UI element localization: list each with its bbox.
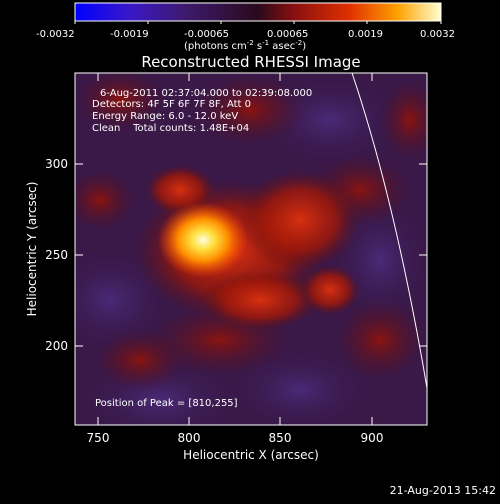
- y-tick-label: 250: [45, 248, 68, 262]
- info-clean: Clean Total counts: 1.48E+04: [92, 123, 249, 134]
- colorbar: -0.0032 -0.0019 -0.00065 0.00065 0.0019 …: [36, 2, 455, 52]
- solar-limb-arc: [351, 73, 427, 389]
- plot-title: Reconstructed RHESSI Image: [141, 53, 360, 71]
- y-axis-label: Heliocentric Y (arcsec): [25, 182, 39, 317]
- info-peak: Position of Peak = [810,255]: [95, 398, 238, 409]
- colorbar-tick-label: -0.0019: [110, 29, 149, 40]
- info-time-range: 6-Aug-2011 02:37:04.000 to 02:39:08.000: [100, 88, 312, 99]
- colorbar-units: (photons cm-2 s-1 asec-2): [184, 39, 306, 52]
- colorbar-tick-label: -0.0032: [36, 29, 75, 40]
- x-tick-label: 800: [178, 431, 201, 445]
- y-tick-label: 300: [45, 157, 68, 171]
- x-tick-label: 850: [269, 431, 292, 445]
- footer-timestamp: 21-Aug-2013 15:42: [390, 484, 496, 497]
- colorbar-tick-label: 0.00065: [267, 29, 308, 40]
- colorbar-gradient: [74, 2, 442, 22]
- colorbar-tick-label: 0.0019: [348, 29, 383, 40]
- info-energy: Energy Range: 6.0 - 12.0 keV: [92, 111, 238, 122]
- info-detectors: Detectors: 4F 5F 6F 7F 8F, Att 0: [92, 99, 251, 110]
- plot-frame: [74, 72, 428, 426]
- y-tick-label: 200: [45, 339, 68, 353]
- x-axis-label: Heliocentric X (arcsec): [183, 448, 319, 462]
- x-tick-label: 750: [87, 431, 110, 445]
- colorbar-tick-marks: [74, 21, 442, 24]
- axis-ticks: [75, 73, 427, 425]
- colorbar-tick-label: -0.00065: [184, 29, 229, 40]
- colorbar-tick-label: 0.0032: [420, 29, 455, 40]
- rhessi-image: [75, 73, 427, 425]
- x-tick-label: 900: [361, 431, 384, 445]
